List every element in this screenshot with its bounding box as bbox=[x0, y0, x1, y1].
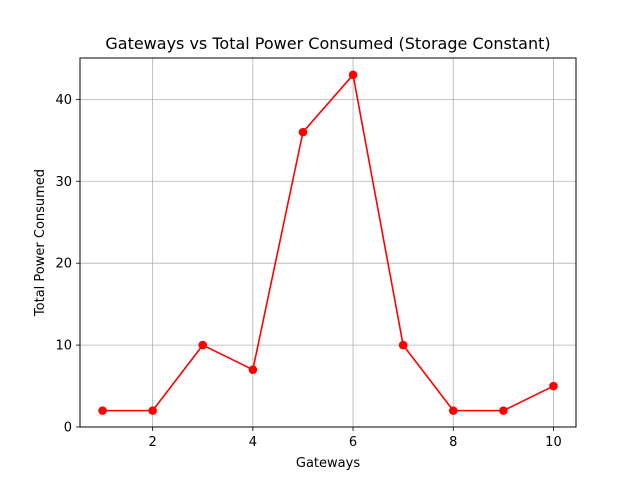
data-point bbox=[198, 340, 208, 350]
x-axis-label: Gateways bbox=[296, 456, 360, 471]
data-point bbox=[148, 406, 157, 415]
y-tick-label: 0 bbox=[64, 421, 72, 436]
y-tick-label: 30 bbox=[55, 175, 72, 190]
y-tick-label: 40 bbox=[55, 93, 72, 108]
data-point bbox=[348, 70, 358, 80]
chart-title: Gateways vs Total Power Consumed (Storag… bbox=[105, 34, 550, 53]
x-tick-label: 2 bbox=[149, 435, 157, 450]
x-tick-label: 8 bbox=[449, 435, 457, 450]
x-tick-label: 4 bbox=[249, 435, 257, 450]
data-point bbox=[499, 406, 508, 415]
data-point bbox=[298, 127, 308, 137]
y-tick-label: 20 bbox=[55, 257, 72, 272]
plot-frame bbox=[79, 57, 577, 428]
x-tick-label: 6 bbox=[349, 435, 357, 450]
data-point bbox=[549, 381, 558, 391]
data-point bbox=[398, 340, 408, 350]
x-tick-label: 10 bbox=[545, 435, 562, 450]
axis-ticks: 2 4 6 8 10 0 10 20 30 40 bbox=[55, 93, 561, 450]
y-tick-label: 10 bbox=[55, 339, 72, 354]
data-point bbox=[248, 365, 258, 374]
data-series bbox=[98, 70, 558, 415]
data-point bbox=[448, 406, 458, 415]
data-point bbox=[98, 406, 107, 415]
y-axis-label: Total Power Consumed bbox=[33, 169, 48, 317]
series-line bbox=[102, 73, 554, 412]
